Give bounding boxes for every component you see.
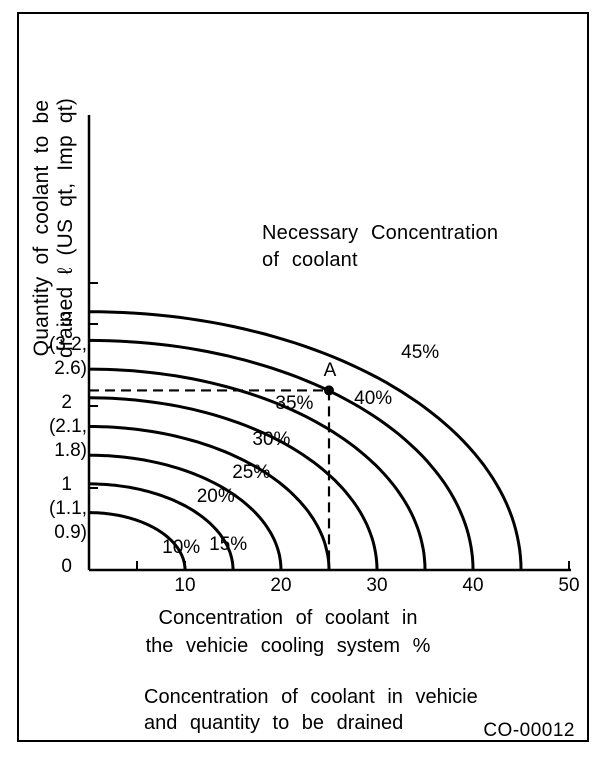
- chart-title-line2: of coolant: [262, 249, 358, 271]
- y-tick-usqt-2: (2.1,: [48, 416, 87, 437]
- curve-15pct: [89, 482, 235, 570]
- curve-label-45pct: 45%: [401, 341, 440, 363]
- y-axis-title-line1: Quantity of coolant to be: [30, 99, 53, 357]
- curve-label-35pct: 35%: [275, 393, 314, 415]
- curve-label-40pct: 40%: [354, 388, 393, 410]
- point-a-label: A: [323, 359, 337, 381]
- x-axis-title: Concentration of coolant in the vehicie …: [146, 604, 431, 660]
- curve-35pct: [88, 367, 427, 571]
- curve-40pct: [88, 338, 475, 571]
- curve-10pct: [89, 511, 187, 570]
- y-tick-label-3: 3: [61, 310, 72, 331]
- curve-20pct: [89, 453, 283, 571]
- y-tick-usqt-3: (3.2,: [48, 334, 87, 355]
- y-tick-impqt-2: 1.8): [54, 440, 87, 461]
- curve-label-20pct: 20%: [196, 486, 235, 508]
- y-tick-label-0: 0: [61, 556, 72, 577]
- curve-label-25pct: 25%: [232, 462, 271, 484]
- curve-label-15pct: 15%: [209, 533, 248, 555]
- curve-label-30pct: 30%: [252, 428, 291, 450]
- y-tick-label-1: 1: [61, 474, 72, 495]
- point-a-marker: [324, 385, 334, 396]
- x-tick-label-30: 30: [366, 575, 388, 596]
- x-tick-label-10: 10: [174, 575, 196, 596]
- figure-caption: Concentration of coolant in vehicie and …: [144, 684, 478, 736]
- curve-25pct: [89, 425, 331, 571]
- y-tick-usqt-1: (1.1,: [48, 498, 87, 519]
- x-tick-label-50: 50: [558, 575, 580, 596]
- chart-title-line1: Necessary Concentration: [262, 222, 499, 244]
- drawing-code: CO-00012: [483, 720, 575, 741]
- y-tick-impqt-3: 2.6): [54, 358, 87, 379]
- y-tick-label-2: 2: [61, 392, 72, 413]
- chart-title: Necessary Concentration of coolant: [262, 220, 498, 274]
- figure-border: [17, 12, 589, 742]
- curve-30pct: [88, 396, 379, 571]
- y-tick-impqt-1: 0.9): [54, 522, 87, 543]
- figure-caption-line2: and quantity to be drained: [144, 712, 404, 734]
- x-tick-label-40: 40: [462, 575, 484, 596]
- x-axis-title-line1: Concentration of coolant in: [158, 607, 418, 629]
- curve-label-10pct: 10%: [162, 536, 201, 558]
- x-tick-label-20: 20: [270, 575, 292, 596]
- curve-45pct: [88, 310, 523, 571]
- figure-caption-line1: Concentration of coolant in vehicie: [144, 686, 478, 708]
- x-axis-title-line2: the vehicie cooling system %: [145, 635, 431, 657]
